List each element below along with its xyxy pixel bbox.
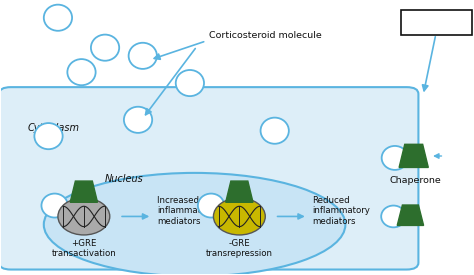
FancyBboxPatch shape xyxy=(401,10,472,35)
Ellipse shape xyxy=(382,146,408,170)
Ellipse shape xyxy=(261,118,289,144)
Polygon shape xyxy=(226,181,253,202)
Polygon shape xyxy=(70,181,98,202)
Text: +GRE
transactivation: +GRE transactivation xyxy=(52,239,116,258)
Ellipse shape xyxy=(176,70,204,96)
Text: Increased anti-
inflammatory
mediators: Increased anti- inflammatory mediators xyxy=(157,196,221,226)
Ellipse shape xyxy=(41,194,68,218)
Text: Nucleus: Nucleus xyxy=(105,174,144,184)
Ellipse shape xyxy=(44,173,346,275)
Ellipse shape xyxy=(58,198,110,235)
FancyBboxPatch shape xyxy=(0,87,419,270)
Text: Cytoplasm: Cytoplasm xyxy=(27,123,79,133)
Polygon shape xyxy=(397,205,424,226)
Ellipse shape xyxy=(128,43,157,69)
Ellipse shape xyxy=(198,194,224,218)
Text: Chaperone: Chaperone xyxy=(389,176,441,185)
Ellipse shape xyxy=(124,107,152,133)
Polygon shape xyxy=(399,144,428,167)
Ellipse shape xyxy=(35,123,63,149)
Ellipse shape xyxy=(381,205,406,227)
Ellipse shape xyxy=(44,5,72,31)
Ellipse shape xyxy=(213,198,265,235)
Text: -GRE
transrepression: -GRE transrepression xyxy=(206,239,273,258)
Ellipse shape xyxy=(91,35,119,61)
Text: Corticosteroid molecule: Corticosteroid molecule xyxy=(209,31,321,40)
Text: Cell wall: Cell wall xyxy=(416,18,456,27)
Text: Reduced
inflammatory
mediators: Reduced inflammatory mediators xyxy=(312,196,370,226)
Ellipse shape xyxy=(67,59,96,85)
